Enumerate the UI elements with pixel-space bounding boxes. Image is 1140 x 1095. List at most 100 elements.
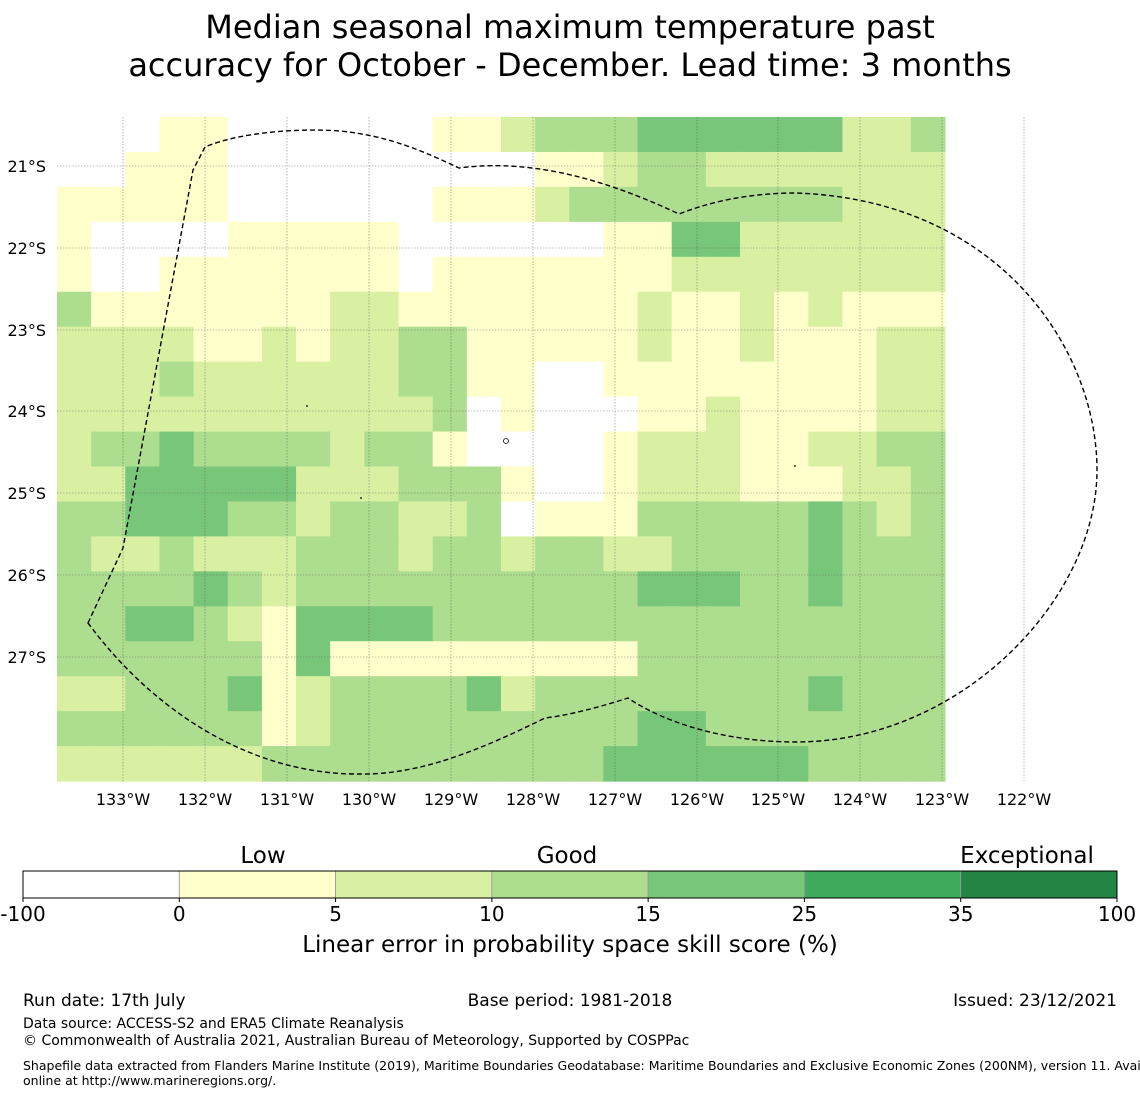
grid-cell bbox=[535, 396, 570, 433]
grid-cell bbox=[364, 431, 400, 468]
grid-cell bbox=[57, 151, 92, 188]
grid-cell bbox=[500, 396, 536, 433]
grid-cell bbox=[125, 361, 161, 398]
grid-cell bbox=[159, 466, 195, 503]
grid-cell bbox=[261, 466, 297, 503]
latitude-label: 21°S bbox=[7, 157, 46, 176]
grid-cell bbox=[125, 571, 161, 607]
grid-cell bbox=[193, 221, 229, 258]
longitude-label: 122°W bbox=[997, 790, 1052, 809]
grid-cell bbox=[876, 431, 912, 468]
grid-cell bbox=[535, 361, 570, 398]
grid-cell bbox=[740, 396, 775, 433]
grid-cell bbox=[569, 221, 604, 258]
grid-cell bbox=[125, 291, 161, 328]
grid-cell bbox=[671, 186, 707, 223]
grid-cell bbox=[330, 676, 365, 712]
grid-cell bbox=[296, 571, 331, 607]
grid-cell bbox=[535, 291, 570, 328]
grid-cell bbox=[125, 641, 161, 677]
grid-cell bbox=[227, 536, 263, 572]
grid-cell bbox=[740, 676, 775, 712]
grid-cell bbox=[500, 186, 536, 223]
grid-cell bbox=[91, 676, 126, 712]
grid-cell bbox=[466, 746, 502, 782]
grid-cell bbox=[500, 746, 536, 782]
colorbar-category-good: Good bbox=[536, 843, 598, 869]
grid-cell bbox=[774, 361, 809, 398]
colorbar-bin bbox=[647, 870, 805, 899]
grid-cell bbox=[740, 117, 775, 153]
grid-cell bbox=[125, 117, 161, 153]
grid-cell bbox=[159, 151, 195, 188]
shapefile-credit-line-2: online at http://www.marineregions.org/. bbox=[23, 1073, 277, 1088]
grid-cell bbox=[535, 746, 570, 782]
grid-cell bbox=[432, 396, 468, 433]
grid-cell bbox=[330, 291, 365, 328]
grid-cell bbox=[603, 151, 639, 188]
grid-cell bbox=[159, 396, 195, 433]
grid-cell bbox=[740, 221, 775, 258]
grid-cell bbox=[842, 536, 878, 572]
grid-cell bbox=[466, 466, 502, 503]
grid-cell bbox=[330, 431, 365, 468]
grid-cell bbox=[535, 151, 570, 188]
grid-cell bbox=[91, 711, 126, 747]
grid-cell bbox=[774, 151, 809, 188]
grid-cell bbox=[671, 606, 707, 642]
grid-cell bbox=[740, 571, 775, 607]
grid-cell bbox=[603, 606, 639, 642]
grid-cell bbox=[364, 746, 400, 782]
grid-cell bbox=[227, 291, 263, 328]
grid-cell bbox=[432, 536, 468, 572]
grid-cell bbox=[569, 396, 604, 433]
grid-cell bbox=[296, 641, 331, 677]
grid-cell bbox=[91, 117, 126, 153]
grid-cell bbox=[740, 361, 775, 398]
grid-cell bbox=[740, 256, 775, 293]
longitude-label: 123°W bbox=[915, 790, 970, 809]
grid-cell bbox=[432, 641, 468, 677]
grid-cell bbox=[705, 466, 741, 503]
grid-cell bbox=[705, 361, 741, 398]
grid-cell bbox=[261, 641, 297, 677]
grid-cell bbox=[842, 117, 878, 153]
grid-cell bbox=[569, 256, 604, 293]
grid-cell bbox=[57, 117, 92, 153]
grid-cell bbox=[398, 746, 434, 782]
grid-cell bbox=[774, 396, 809, 433]
grid-cell bbox=[330, 326, 365, 363]
grid-cell bbox=[569, 326, 604, 363]
grid-cell bbox=[535, 501, 570, 537]
grid-cell bbox=[466, 431, 502, 468]
grid-cell bbox=[603, 221, 639, 258]
grid-cell bbox=[227, 431, 263, 468]
grid-cell bbox=[500, 606, 536, 642]
grid-cell bbox=[569, 676, 604, 712]
grid-cell bbox=[910, 676, 946, 712]
grid-cell bbox=[535, 431, 570, 468]
grid-cell bbox=[296, 431, 331, 468]
grid-cell bbox=[227, 711, 263, 747]
grid-cell bbox=[466, 606, 502, 642]
longitude-label: 126°W bbox=[670, 790, 725, 809]
grid-cell bbox=[535, 117, 570, 153]
grid-cell bbox=[910, 571, 946, 607]
grid-cell bbox=[500, 151, 536, 188]
grid-cell bbox=[740, 186, 775, 223]
grid-cell bbox=[57, 221, 92, 258]
grid-cell bbox=[466, 291, 502, 328]
grid-cell bbox=[193, 746, 229, 782]
colorbar-bin bbox=[335, 870, 493, 899]
grid-cell bbox=[261, 501, 297, 537]
grid-cell bbox=[330, 641, 365, 677]
grid-cell bbox=[193, 711, 229, 747]
grid-cell bbox=[432, 676, 468, 712]
grid-cell bbox=[500, 676, 536, 712]
grid-cell bbox=[637, 501, 673, 537]
grid-cell bbox=[364, 361, 400, 398]
grid-cell bbox=[808, 606, 844, 642]
graticule bbox=[57, 117, 1025, 782]
grid-cell bbox=[466, 571, 502, 607]
grid-cell bbox=[774, 641, 809, 677]
